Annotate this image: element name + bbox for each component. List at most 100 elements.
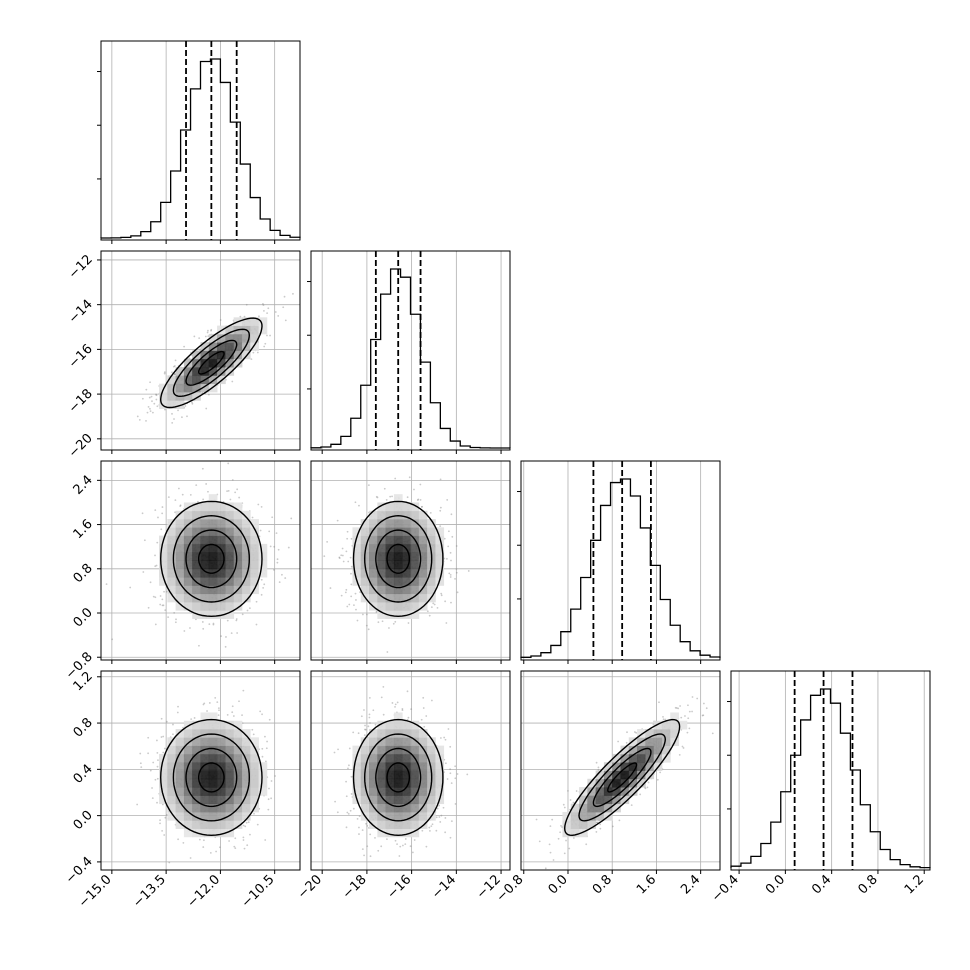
sample-point <box>380 696 383 699</box>
sample-point <box>212 623 215 626</box>
density-cell <box>435 552 445 561</box>
sample-point <box>426 610 429 613</box>
sample-point <box>258 315 260 318</box>
contour-line <box>198 762 225 793</box>
sample-point <box>439 506 442 509</box>
y-tick-label: 2.4 <box>71 473 96 498</box>
density-cell <box>418 577 428 586</box>
density-cell <box>377 585 387 595</box>
sample-point <box>367 725 370 728</box>
density-cell <box>393 560 403 570</box>
density-cell <box>208 795 218 805</box>
sample-point <box>191 401 193 404</box>
sample-point <box>450 559 452 562</box>
density-cell <box>217 333 226 343</box>
sample-point <box>353 604 355 607</box>
density-cell <box>167 391 177 401</box>
sample-point <box>215 850 217 853</box>
density-cell <box>377 502 387 512</box>
density-cell <box>435 568 445 578</box>
sample-point <box>172 365 175 368</box>
sample-point <box>454 765 457 768</box>
sample-point <box>342 560 345 563</box>
density-cell <box>435 527 445 537</box>
density-cell <box>200 762 210 771</box>
sample-point <box>444 600 447 603</box>
density-cell <box>183 577 193 586</box>
density-cell <box>377 543 387 553</box>
sample-point <box>456 591 459 594</box>
density-cell <box>217 770 226 780</box>
sample-point <box>443 537 446 540</box>
density-cell <box>208 494 218 503</box>
density-cell <box>377 510 387 520</box>
sample-point <box>220 635 222 638</box>
sample-point <box>440 594 443 597</box>
sample-point <box>205 407 208 410</box>
density-cell <box>241 552 251 561</box>
sample-point <box>454 803 457 805</box>
density-cell <box>159 560 168 570</box>
density-cell <box>360 519 370 528</box>
density-cell <box>225 729 235 738</box>
panel-content <box>105 462 293 648</box>
sample-point <box>246 844 249 847</box>
sample-point <box>231 380 234 383</box>
sample-point <box>140 766 143 769</box>
density-cell <box>225 737 235 747</box>
density-cell <box>217 552 226 561</box>
sample-point <box>348 747 351 750</box>
sample-point <box>156 765 159 768</box>
panel-0-0 <box>97 40 301 244</box>
sample-point <box>154 778 157 781</box>
sample-point <box>267 808 270 811</box>
density-cell <box>225 795 235 805</box>
y-tick-label: 0.8 <box>71 715 96 740</box>
sample-point <box>454 577 456 580</box>
density-cell <box>241 535 251 545</box>
density-cell <box>200 593 210 603</box>
sample-point <box>448 572 451 575</box>
sample-point <box>277 315 280 317</box>
density-cell <box>208 375 218 385</box>
y-tick-label: 0.0 <box>71 808 96 833</box>
density-cell <box>200 383 210 393</box>
sample-point <box>354 592 357 595</box>
density-cell <box>192 753 201 763</box>
sample-point <box>419 499 422 501</box>
sample-point <box>160 736 163 738</box>
density-cell <box>217 737 226 747</box>
density-cell <box>183 737 193 747</box>
y-tick-label: 0.8 <box>71 561 96 586</box>
sample-point <box>212 622 215 625</box>
density-cell <box>393 593 403 603</box>
density-cell <box>200 502 210 512</box>
sample-point <box>419 483 422 486</box>
density-cell <box>435 560 445 570</box>
density-cell <box>418 552 428 561</box>
density-cell <box>377 610 387 619</box>
density-cell <box>208 519 218 528</box>
sample-point <box>364 728 367 731</box>
density-cell <box>200 535 210 545</box>
density-cell <box>192 527 201 537</box>
sample-point <box>401 707 404 710</box>
density-cell <box>217 787 226 796</box>
sample-point <box>261 755 264 758</box>
density-cell <box>217 811 226 821</box>
sample-point <box>257 503 260 506</box>
sample-point <box>359 591 361 594</box>
sample-point <box>446 499 449 501</box>
density-cell <box>233 535 243 545</box>
sample-point <box>268 530 271 533</box>
sample-point <box>430 606 433 609</box>
sample-point <box>420 506 423 508</box>
sample-point <box>416 499 419 501</box>
sample-point <box>252 733 255 736</box>
sample-point <box>456 773 459 775</box>
sample-point <box>411 851 414 854</box>
sample-point <box>365 624 368 627</box>
density-cell <box>241 811 251 821</box>
sample-point <box>274 311 277 313</box>
sample-point <box>356 619 359 622</box>
